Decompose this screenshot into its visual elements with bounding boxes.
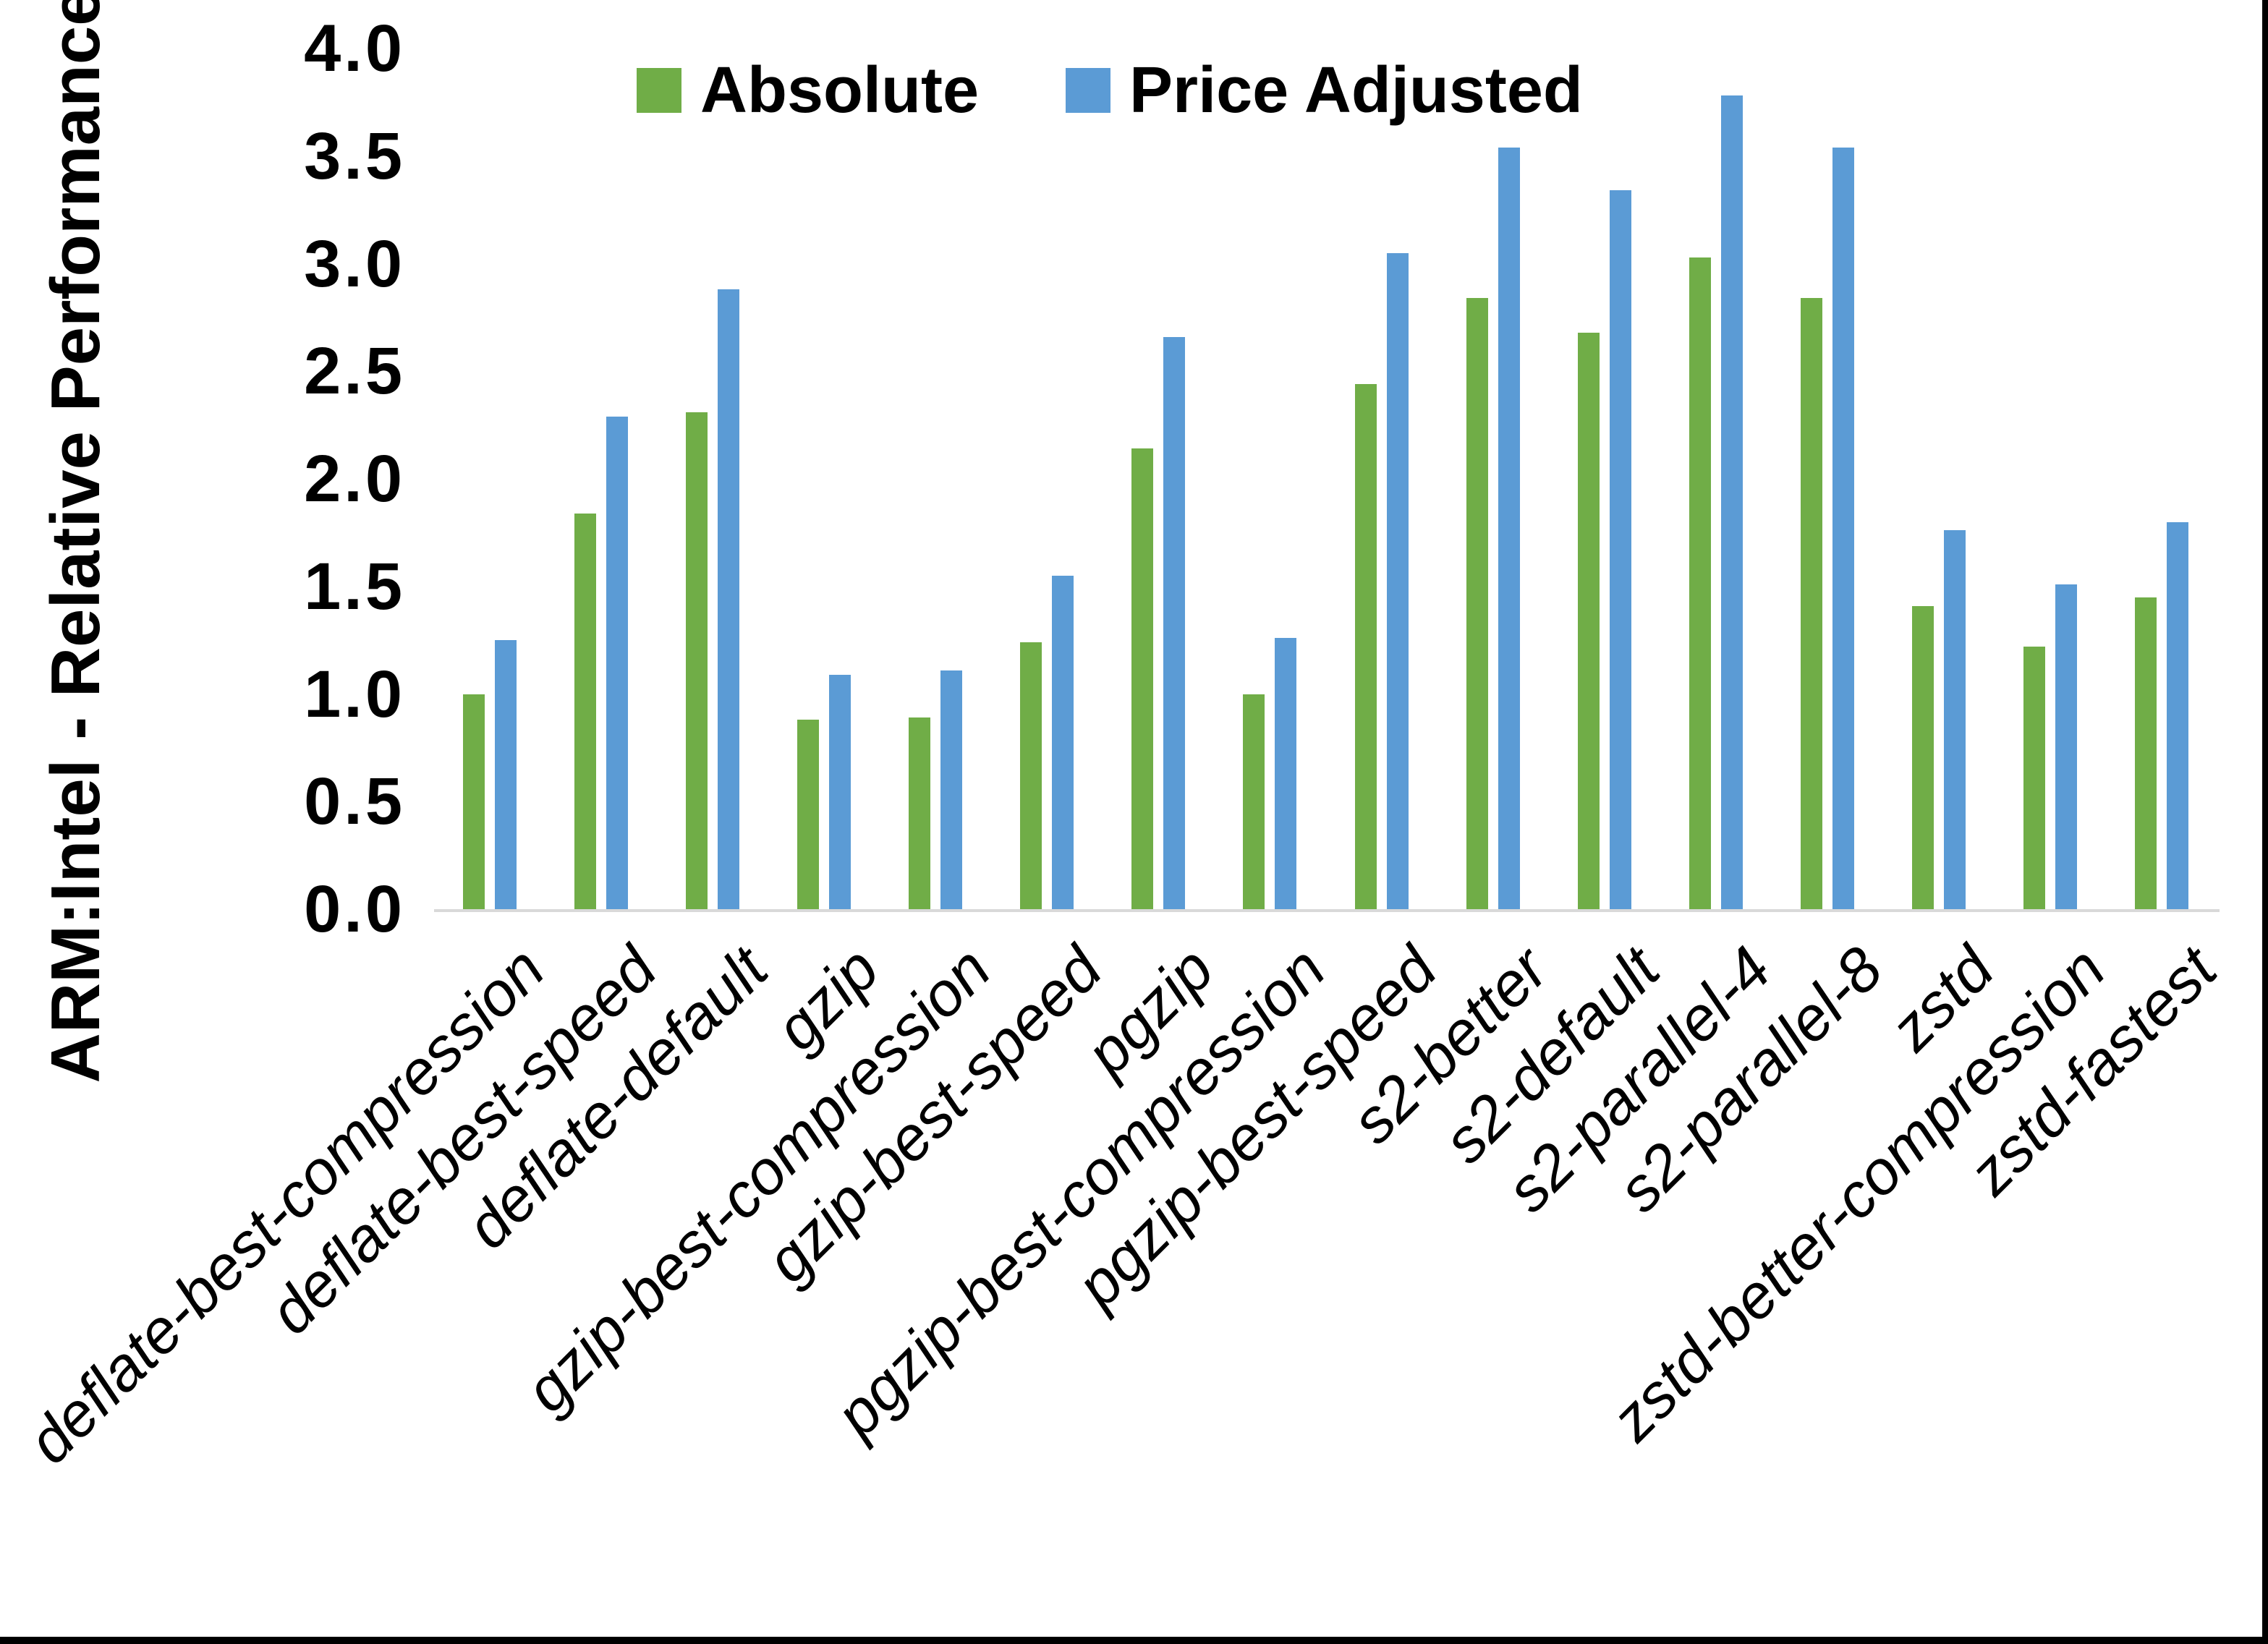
y-tick-label-3.5: 3.5 [304,119,405,193]
legend-item-price-adjusted: Price Adjusted [1066,58,1583,123]
y-tick-label-2.0: 2.0 [304,442,405,516]
bar-price-adjusted-gzip-best-compression [940,670,963,909]
bar-absolute-gzip [797,720,820,909]
bar-price-adjusted-zstd-fastest [2166,521,2188,909]
y-tick-label-1.5: 1.5 [304,549,405,623]
bar-absolute-zstd-fastest [2134,597,2157,909]
legend-label-price-adjusted: Price Adjusted [1129,54,1583,127]
bottom-edge-bar [0,1637,2268,1644]
bar-absolute-zstd [1911,605,1934,909]
bar-absolute-deflate-default [686,412,708,909]
bar-absolute-deflate-best-speed [574,513,597,909]
bar-price-adjusted-deflate-best-compression [495,640,517,909]
bar-absolute-s2-parallel-4 [1689,257,1711,909]
bar-price-adjusted-zstd [1943,530,1966,909]
bar-absolute-zstd-better-compression [2023,647,2045,909]
y-axis-title-text: ARM:Intel - Relative Performance [37,0,114,1083]
legend: Absolute Price Adjusted [637,58,1583,123]
bar-price-adjusted-s2-better [1498,147,1520,909]
legend-swatch-absolute [637,68,681,113]
bar-absolute-deflate-best-compression [463,694,485,909]
y-tick-label-1.0: 1.0 [304,657,405,731]
bar-absolute-s2-better [1466,298,1488,909]
bar-price-adjusted-pgzip-best-speed [1386,252,1409,909]
legend-swatch-price-adjusted [1066,68,1111,113]
legend-item-absolute: Absolute [637,58,979,123]
y-tick-label-0.5: 0.5 [304,764,405,839]
bar-price-adjusted-gzip [829,674,851,909]
y-tick-label-0.0: 0.0 [304,872,405,946]
y-tick-label-4.0: 4.0 [304,12,405,85]
bar-absolute-s2-parallel-8 [1800,298,1822,909]
bar-price-adjusted-deflate-best-speed [606,416,629,909]
bar-absolute-pgzip-best-speed [1354,384,1377,909]
y-tick-label-2.5: 2.5 [304,334,405,409]
bar-absolute-pgzip-best-compression [1243,694,1265,909]
bar-price-adjusted-s2-parallel-8 [1832,147,1854,909]
legend-label-absolute: Absolute [700,54,980,127]
bar-price-adjusted-s2-parallel-4 [1720,95,1743,909]
bar-price-adjusted-gzip-best-speed [1052,575,1074,909]
bar-price-adjusted-pgzip-best-compression [1275,638,1297,909]
bar-price-adjusted-pgzip [1163,336,1186,909]
bar-price-adjusted-zstd-better-compression [2055,584,2077,909]
bar-absolute-pgzip [1131,448,1154,909]
bar-price-adjusted-deflate-default [718,289,740,909]
bar-absolute-gzip-best-speed [1020,642,1042,909]
right-edge-bar [2262,0,2268,1644]
bar-absolute-s2-default [1577,332,1600,909]
x-axis-line [434,909,2220,912]
y-tick-label-3.0: 3.0 [304,226,405,301]
bar-price-adjusted-s2-default [1609,190,1631,909]
bar-absolute-gzip-best-compression [909,717,931,909]
